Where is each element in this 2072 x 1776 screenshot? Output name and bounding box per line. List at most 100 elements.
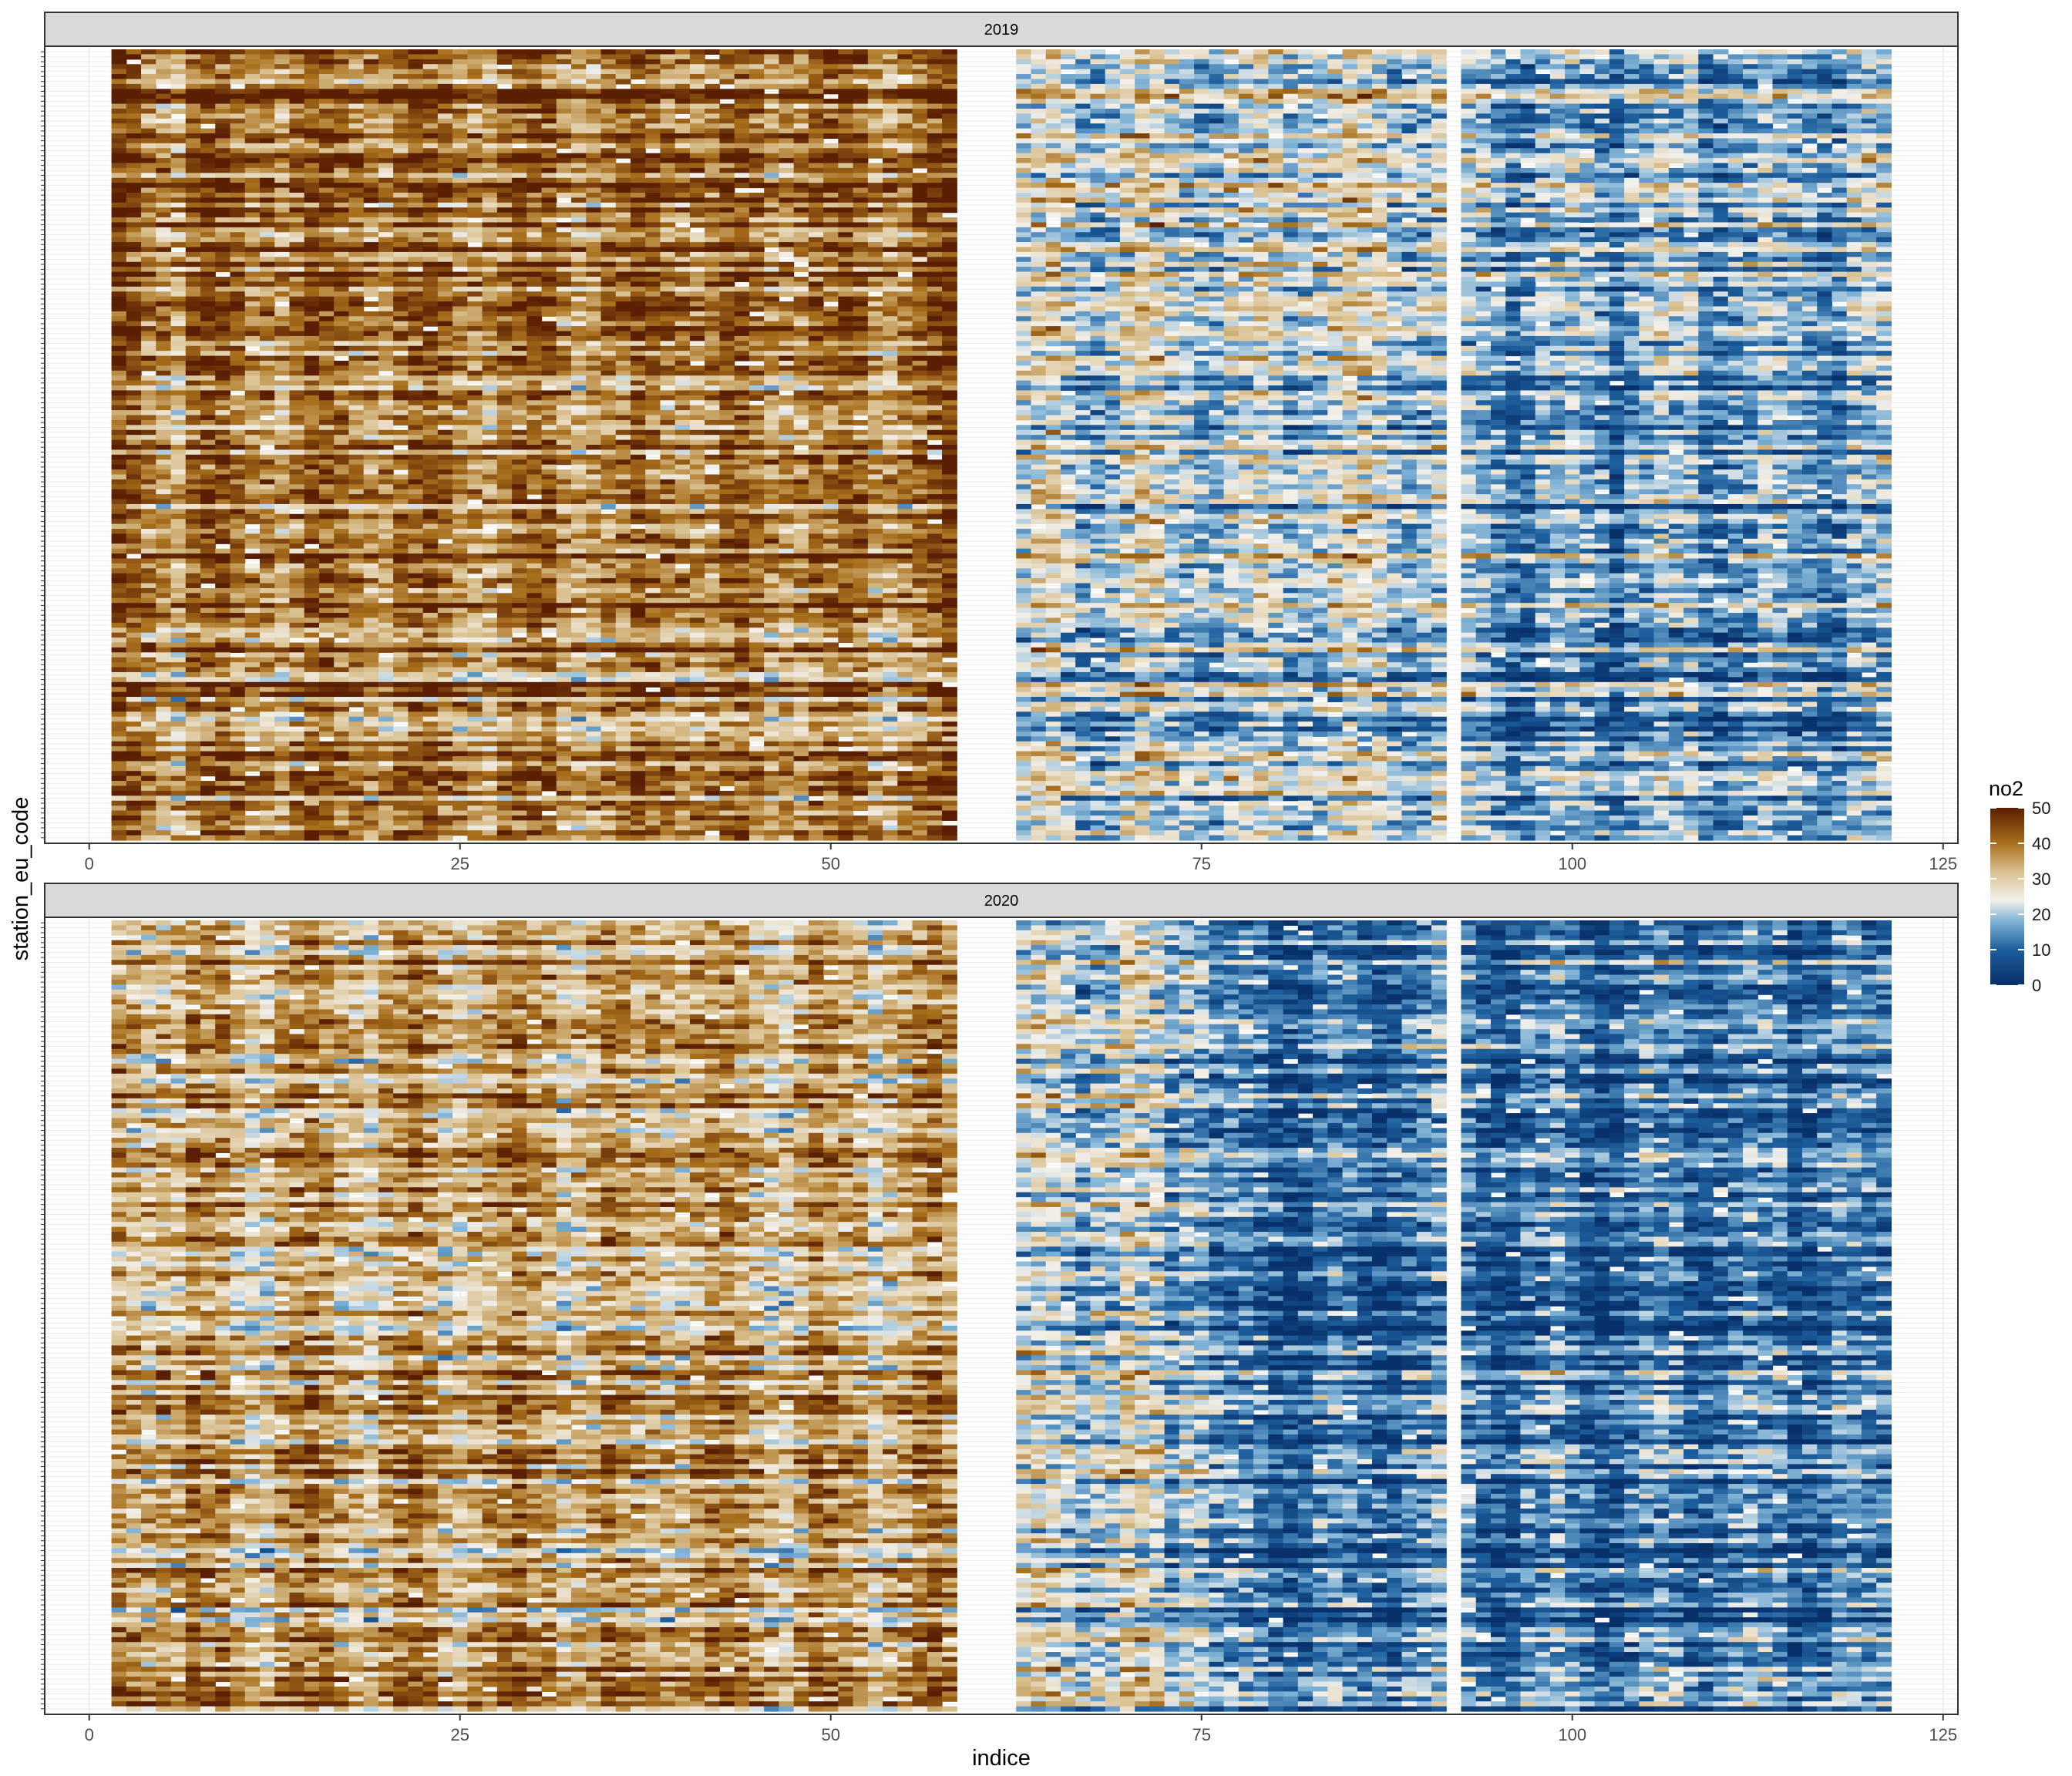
heatmap-cell xyxy=(422,335,439,341)
heatmap-cell xyxy=(408,400,424,406)
heatmap-cell xyxy=(156,479,172,485)
heatmap-cell xyxy=(156,321,172,327)
heatmap-cell xyxy=(408,523,424,530)
heatmap-cell xyxy=(541,815,557,821)
heatmap-cell xyxy=(126,247,142,253)
heatmap-cell xyxy=(141,207,156,214)
heatmap-cell xyxy=(393,133,409,140)
heatmap-cell xyxy=(348,613,365,619)
heatmap-cell xyxy=(244,603,261,609)
heatmap-cell xyxy=(526,523,543,530)
heatmap-cell xyxy=(185,771,201,777)
heatmap-cell xyxy=(526,810,543,816)
heatmap-cell xyxy=(348,578,365,584)
heatmap-cell xyxy=(215,227,231,233)
heatmap-cell xyxy=(556,419,572,426)
heatmap-cell xyxy=(496,59,513,65)
heatmap-cell xyxy=(496,603,513,609)
heatmap-cell xyxy=(512,419,527,426)
heatmap-cell xyxy=(304,439,320,446)
heatmap-cell xyxy=(230,503,246,510)
heatmap-cell xyxy=(318,187,335,193)
heatmap-cell xyxy=(512,103,527,109)
heatmap-cell xyxy=(215,568,231,574)
heatmap-cell xyxy=(185,380,201,386)
heatmap-cell xyxy=(126,281,142,288)
heatmap-cell xyxy=(215,435,231,441)
heatmap-cell xyxy=(422,810,439,816)
heatmap-cell xyxy=(126,746,142,752)
heatmap-cell xyxy=(244,445,261,451)
heatmap-cell xyxy=(496,267,513,273)
heatmap-cell xyxy=(467,232,483,238)
heatmap-cell xyxy=(304,267,320,273)
heatmap-cell xyxy=(482,445,498,451)
heatmap-cell xyxy=(200,419,216,426)
heatmap-cell xyxy=(274,519,291,525)
heatmap-cell xyxy=(422,148,439,154)
heatmap-cell xyxy=(467,261,483,267)
heatmap-cell xyxy=(526,385,543,392)
heatmap-cell xyxy=(318,410,335,416)
heatmap-cell xyxy=(215,548,231,554)
heatmap-cell xyxy=(512,271,527,278)
heatmap-cell xyxy=(482,513,498,520)
heatmap-cell xyxy=(512,722,527,728)
heatmap-cell xyxy=(452,642,468,648)
heatmap-cell xyxy=(156,251,172,257)
heatmap-cell xyxy=(363,691,379,698)
heatmap-cell xyxy=(452,341,468,347)
heatmap-cell xyxy=(304,563,320,569)
heatmap-cell xyxy=(496,761,513,767)
heatmap-cell xyxy=(408,419,424,426)
heatmap-cell xyxy=(348,548,365,554)
heatmap-cell xyxy=(304,687,320,693)
heatmap-cell xyxy=(496,731,513,737)
heatmap-cell xyxy=(289,99,305,105)
heatmap-cell xyxy=(541,775,557,782)
heatmap-cell xyxy=(467,647,483,653)
heatmap-cell xyxy=(348,622,365,628)
heatmap-cell xyxy=(126,103,142,109)
heatmap-cell xyxy=(496,681,513,688)
heatmap-cell xyxy=(496,489,513,495)
heatmap-cell xyxy=(318,419,335,426)
heatmap-cell xyxy=(141,810,156,816)
heatmap-cell xyxy=(289,410,305,416)
heatmap-cell xyxy=(304,657,320,663)
heatmap-cell xyxy=(259,479,275,485)
heatmap-cell xyxy=(556,509,572,515)
heatmap-cell xyxy=(348,59,365,65)
heatmap-cell xyxy=(496,237,513,243)
heatmap-cell xyxy=(318,667,335,673)
heatmap-cell xyxy=(170,415,187,421)
heatmap-cell xyxy=(318,276,335,282)
heatmap-cell xyxy=(215,69,231,75)
heatmap-cell xyxy=(156,613,172,619)
heatmap-cell xyxy=(126,64,142,70)
heatmap-cell xyxy=(512,395,527,401)
heatmap-cell xyxy=(467,247,483,253)
heatmap-cell xyxy=(467,326,483,332)
heatmap-cell xyxy=(437,454,453,460)
heatmap-cell xyxy=(156,123,172,130)
heatmap-cell xyxy=(126,74,142,80)
heatmap-cell xyxy=(541,365,557,372)
heatmap-cell xyxy=(304,790,320,796)
heatmap-cell xyxy=(512,835,527,841)
heatmap-cell xyxy=(244,183,261,189)
heatmap-cell xyxy=(126,360,142,366)
heatmap-cell xyxy=(467,790,483,796)
heatmap-cell xyxy=(378,771,394,777)
heatmap-cell xyxy=(244,583,261,589)
heatmap-cell xyxy=(244,64,261,70)
heatmap-cell xyxy=(141,563,156,569)
heatmap-cell xyxy=(185,568,201,574)
heatmap-cell xyxy=(437,212,453,218)
heatmap-cell xyxy=(496,251,513,257)
heatmap-cell xyxy=(230,167,246,173)
heatmap-cell xyxy=(496,212,513,218)
heatmap-cell xyxy=(215,785,231,792)
heatmap-cell xyxy=(363,459,379,466)
heatmap-cell xyxy=(244,133,261,140)
